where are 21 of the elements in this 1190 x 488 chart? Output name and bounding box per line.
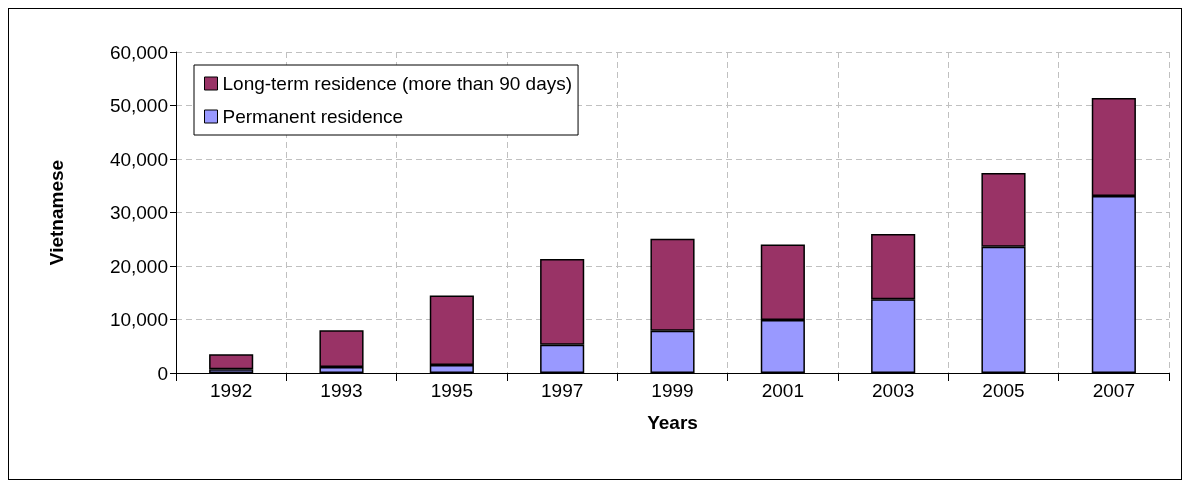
x-tick-label: 2001 (761, 380, 804, 401)
y-tick-label: 0 (157, 362, 168, 384)
y-tick-label: 60,000 (109, 41, 168, 63)
x-tick-label: 2003 (872, 380, 915, 401)
x-axis-title: Years (647, 412, 698, 433)
y-axis-title: Vietnamese (46, 159, 67, 266)
bar (209, 354, 254, 370)
x-tick-label: 1995 (430, 380, 473, 401)
legend-label: Long-term residence (more than 90 days) (222, 73, 573, 94)
x-tick-label: 2007 (1092, 380, 1135, 401)
x-tick-label: 1999 (651, 380, 694, 401)
y-tick-label: 20,000 (109, 255, 168, 277)
x-tick-label: 1993 (320, 380, 363, 401)
y-tick-label: 40,000 (109, 148, 168, 170)
x-tick-label: 2005 (982, 380, 1025, 401)
y-tick-label: 10,000 (109, 309, 168, 330)
y-tick-label: 30,000 (109, 202, 168, 223)
x-tick-label: 1992 (210, 380, 253, 401)
x-tick-label: 1997 (541, 380, 584, 401)
y-tick-label: 50,000 (109, 95, 168, 116)
legend-label: Permanent residence (222, 106, 404, 127)
